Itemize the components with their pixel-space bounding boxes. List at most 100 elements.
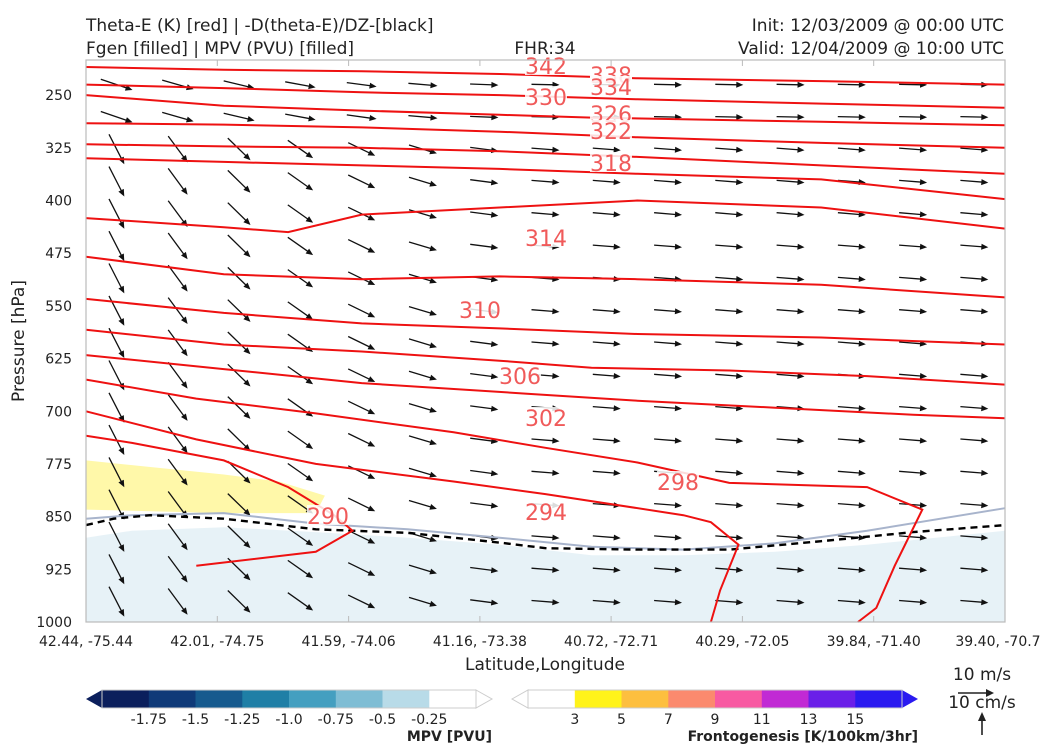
y-tick-label: 400	[45, 194, 72, 210]
wind-vector	[108, 263, 125, 294]
wind-vector	[899, 534, 928, 541]
wind-vector	[108, 521, 125, 552]
wind-vector	[108, 586, 125, 617]
mpv-colorbar-outline	[101, 689, 477, 709]
wind-vector	[715, 437, 744, 444]
wind-vector	[776, 469, 805, 476]
wind-vector	[531, 599, 560, 606]
mpv-colorbar-tick: -0.75	[318, 712, 354, 728]
wind-vector	[100, 110, 133, 123]
wind-vector	[715, 340, 744, 347]
wind-vector	[776, 340, 805, 347]
wind-vector	[776, 81, 805, 88]
wind-vector	[592, 437, 621, 444]
wind-vector	[347, 368, 376, 382]
fgen-colorbar: 3 5 7 9 11 13 15	[510, 689, 918, 728]
mpv-colorbar-segment	[382, 690, 430, 708]
wind-vector	[287, 462, 314, 482]
theta-e-contour-318	[85, 199, 1006, 234]
theta-e-contour-306	[85, 328, 1006, 386]
x-axis-label: Latitude,Longitude	[465, 655, 625, 675]
reference-vector-horizontal-arrow	[958, 689, 994, 697]
title-right-line1: Init: 12/03/2009 @ 00:00 UTC	[752, 16, 1004, 36]
wind-vector	[227, 590, 251, 613]
wind-vector	[592, 340, 621, 347]
wind-vector	[531, 469, 560, 476]
filled-fields	[86, 460, 1005, 622]
wind-vector	[837, 146, 866, 153]
wind-vector	[162, 79, 194, 91]
fgen-colorbar-tick: 9	[711, 712, 720, 728]
wind-vector	[470, 372, 499, 380]
wind-vector	[470, 81, 499, 88]
wind-vector	[899, 437, 928, 444]
wind-vector	[837, 308, 866, 315]
wind-vector	[531, 566, 560, 573]
wind-vector	[592, 405, 621, 412]
wind-vector	[715, 243, 744, 250]
wind-vector	[285, 113, 316, 122]
fgen-colorbar-tick: 5	[617, 712, 626, 728]
wind-vector	[287, 559, 314, 579]
wind-vector	[960, 276, 989, 282]
wind-vector	[167, 458, 188, 486]
fgen-colorbar-extend-left	[510, 689, 529, 709]
wind-vector	[654, 437, 682, 444]
wind-vector	[715, 502, 744, 509]
wind-vector	[223, 112, 255, 122]
wind-vector	[899, 566, 928, 573]
wind-vector	[108, 554, 125, 585]
wind-vector	[654, 308, 682, 315]
wind-vector	[715, 599, 744, 606]
x-tick-label: 39.84, -71.40	[827, 634, 921, 650]
theta-e-contour-label: 334	[590, 76, 632, 101]
wind-vector	[167, 168, 188, 195]
mpv-colorbar-extend-left	[86, 690, 102, 708]
wind-vector	[776, 211, 805, 218]
wind-vector	[960, 502, 989, 509]
theta-e-contour-310	[85, 297, 1006, 346]
wind-vector	[408, 241, 437, 252]
wind-vector	[408, 370, 437, 381]
fgen-colorbar-segment	[528, 690, 576, 708]
theta-e-contour-label: 302	[525, 407, 567, 432]
wind-vector	[287, 301, 314, 320]
mpv-colorbar-extend-right	[475, 689, 494, 709]
wind-vector	[470, 405, 499, 412]
wind-vector	[346, 81, 377, 89]
mpv-colorbar-segment	[148, 690, 197, 708]
fgen-colorbar-segment	[808, 690, 856, 708]
reference-vector-vertical-label: 10 cm/s	[948, 693, 1016, 713]
theta-e-contour-label: 310	[459, 299, 501, 324]
wind-vector	[654, 502, 682, 509]
wind-vector	[960, 146, 989, 153]
wind-vector	[715, 146, 744, 153]
wind-vector	[715, 534, 744, 541]
fgen-colorbar-segment	[621, 690, 669, 708]
x-tick-label: 42.01, -74.75	[170, 634, 264, 650]
wind-vector	[654, 211, 682, 218]
fgen-colorbar-tick: 15	[846, 712, 864, 728]
fgen-colorbar-segment	[668, 690, 716, 708]
fgen-colorbar-tick: 3	[570, 712, 579, 728]
wind-vector	[837, 276, 866, 282]
wind-vector	[960, 534, 989, 541]
wind-vector	[776, 179, 805, 186]
theta-e-contour-302	[85, 354, 1006, 420]
wind-vector	[167, 264, 188, 292]
theta-e-contour-342	[85, 66, 1006, 86]
wind-vector	[592, 566, 621, 573]
mpv-colorbar-segment	[242, 690, 290, 708]
theta-e-contour-label: 342	[525, 55, 567, 80]
theta-e-contour-label: 330	[525, 86, 567, 111]
theta-e-contour-334	[85, 94, 1006, 127]
wind-vector	[227, 396, 251, 419]
wind-vector	[654, 146, 682, 153]
mpv-colorbar-segment	[289, 690, 337, 708]
mpv-colorbar-segment	[335, 690, 384, 708]
theta-e-contour-label: 306	[499, 365, 541, 390]
wind-vector	[837, 566, 866, 573]
fgen-colorbar-outline	[527, 689, 903, 709]
wind-vector	[654, 599, 682, 606]
